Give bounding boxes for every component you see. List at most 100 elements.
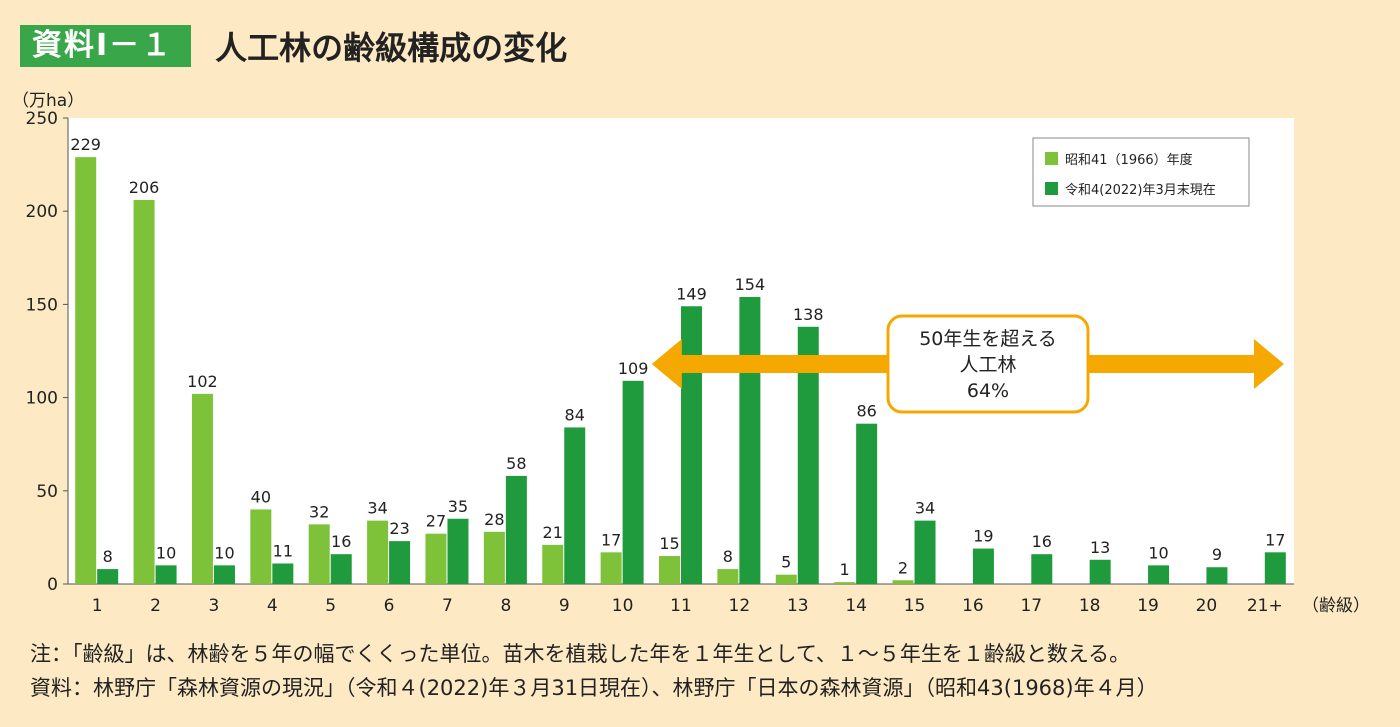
bar-value-label: 1 xyxy=(840,560,850,579)
x-tick-label: 11 xyxy=(670,596,692,616)
bar-1966 xyxy=(367,520,389,584)
bar-value-label: 102 xyxy=(187,372,218,391)
bar-value-label: 10 xyxy=(214,543,234,562)
bar-value-label: 5 xyxy=(781,553,791,572)
bar-value-label: 8 xyxy=(103,547,113,566)
x-tick-label: 17 xyxy=(1020,596,1042,616)
bar-2022 xyxy=(447,518,469,584)
bar-value-label: 28 xyxy=(484,510,504,529)
annotation-box xyxy=(886,314,1090,414)
y-tick-label: 150 xyxy=(26,295,58,315)
legend-label: 令和4(2022)年3月末現在 xyxy=(1065,183,1216,198)
y-tick-label: 250 xyxy=(26,109,58,129)
x-tick-label: 7 xyxy=(442,596,453,616)
legend-swatch xyxy=(1045,152,1058,165)
y-tick-label: 50 xyxy=(36,482,58,502)
bar-2022 xyxy=(972,548,994,584)
x-tick-label: 4 xyxy=(267,596,278,616)
bar-2022 xyxy=(272,563,294,584)
y-tick-label: 0 xyxy=(47,575,58,595)
bar-value-label: 84 xyxy=(565,405,585,424)
bar-2022 xyxy=(505,475,527,584)
header: 資料Ⅰ－１ 人工林の齢級構成の変化 xyxy=(20,24,567,68)
bar-1966 xyxy=(425,533,447,584)
bar-2022 xyxy=(97,569,119,584)
bar-1966 xyxy=(542,544,564,584)
x-tick-label: 8 xyxy=(500,596,511,616)
x-tick-label: 6 xyxy=(384,596,395,616)
x-tick-label: 3 xyxy=(209,596,220,616)
bar-value-label: 10 xyxy=(1148,543,1168,562)
bar-value-label: 40 xyxy=(251,487,271,506)
figure-badge: 資料Ⅰ－１ xyxy=(20,25,192,67)
legend-box xyxy=(1032,137,1250,207)
bar-2022 xyxy=(681,306,702,584)
y-axis-label: （万ha） xyxy=(12,91,84,111)
bar-value-label: 11 xyxy=(273,541,293,560)
annotation-text: 人工林 xyxy=(959,354,1016,376)
bar-1966 xyxy=(191,393,213,584)
bar-1966 xyxy=(75,157,97,585)
bar-value-label: 34 xyxy=(915,499,935,518)
bar-2022 xyxy=(1089,559,1111,584)
bar-value-label: 109 xyxy=(618,359,649,378)
bar-2022 xyxy=(856,423,878,584)
x-tick-label: 20 xyxy=(1196,596,1218,616)
bar-value-label: 27 xyxy=(426,512,446,531)
legend-swatch xyxy=(1045,182,1058,195)
bar-value-label: 10 xyxy=(156,543,176,562)
x-tick-label: 15 xyxy=(904,596,926,616)
x-tick-label: 14 xyxy=(845,596,867,616)
legend-label: 昭和41（1966）年度 xyxy=(1065,152,1193,168)
note-text: 注：「齢級」は、林齢を５年の幅でくくった単位。苗木を植栽した年を１年生として、１… xyxy=(30,642,1131,666)
bar-value-label: 206 xyxy=(129,178,160,197)
bar-1966 xyxy=(775,574,797,584)
bar-2022 xyxy=(797,326,819,584)
bar-value-label: 149 xyxy=(676,284,707,303)
bar-value-label: 32 xyxy=(309,502,329,521)
bar-1966 xyxy=(600,552,622,584)
bar-2022 xyxy=(1148,565,1170,584)
y-tick-label: 100 xyxy=(26,389,58,409)
bar-2022 xyxy=(1264,552,1286,584)
bar-value-label: 58 xyxy=(506,454,526,473)
bar-2022 xyxy=(1031,554,1053,584)
bar-value-label: 9 xyxy=(1212,545,1222,564)
bar-2022 xyxy=(739,296,761,584)
bar-2022 xyxy=(330,554,352,584)
x-tick-label: 18 xyxy=(1079,596,1101,616)
x-tick-label: 5 xyxy=(325,596,336,616)
annotation-text: 64% xyxy=(967,380,1009,402)
bar-2022 xyxy=(622,380,644,584)
y-tick-label: 200 xyxy=(26,202,58,222)
annotation-text: 50年生を超える xyxy=(919,328,1057,350)
bar-1966 xyxy=(483,531,505,584)
bar-value-label: 13 xyxy=(1090,538,1110,557)
bar-1966 xyxy=(133,200,155,585)
source-text: 資料：林野庁「森林資源の現況」（令和４(2022)年３月31日現在）、林野庁「日… xyxy=(30,676,1158,700)
bar-value-label: 17 xyxy=(601,530,621,549)
bar-1966 xyxy=(834,582,856,584)
bar-value-label: 138 xyxy=(793,305,824,324)
bar-1966 xyxy=(308,524,330,584)
bar-value-label: 23 xyxy=(389,519,409,538)
bar-value-label: 8 xyxy=(723,547,733,566)
x-tick-label: 12 xyxy=(729,596,751,616)
bar-value-label: 86 xyxy=(856,402,876,421)
chart-title: 人工林の齢級構成の変化 xyxy=(215,29,568,67)
bar-value-label: 21 xyxy=(543,523,563,542)
bar-value-label: 16 xyxy=(1032,532,1052,551)
x-axis-label: （齢級） xyxy=(1302,596,1370,616)
bar-value-label: 17 xyxy=(1265,530,1285,549)
bar-value-label: 35 xyxy=(448,497,468,516)
bar-value-label: 15 xyxy=(659,534,679,553)
x-tick-label: 19 xyxy=(1137,596,1159,616)
bar-value-label: 34 xyxy=(367,499,387,518)
bar-2022 xyxy=(1206,567,1228,584)
x-tick-label: 21+ xyxy=(1247,596,1283,616)
footnotes: 注：「齢級」は、林齢を５年の幅でくくった単位。苗木を植栽した年を１年生として、１… xyxy=(30,637,1158,705)
bar-value-label: 2 xyxy=(898,558,908,577)
bar-value-label: 229 xyxy=(70,135,101,154)
bar-2022 xyxy=(564,427,586,584)
